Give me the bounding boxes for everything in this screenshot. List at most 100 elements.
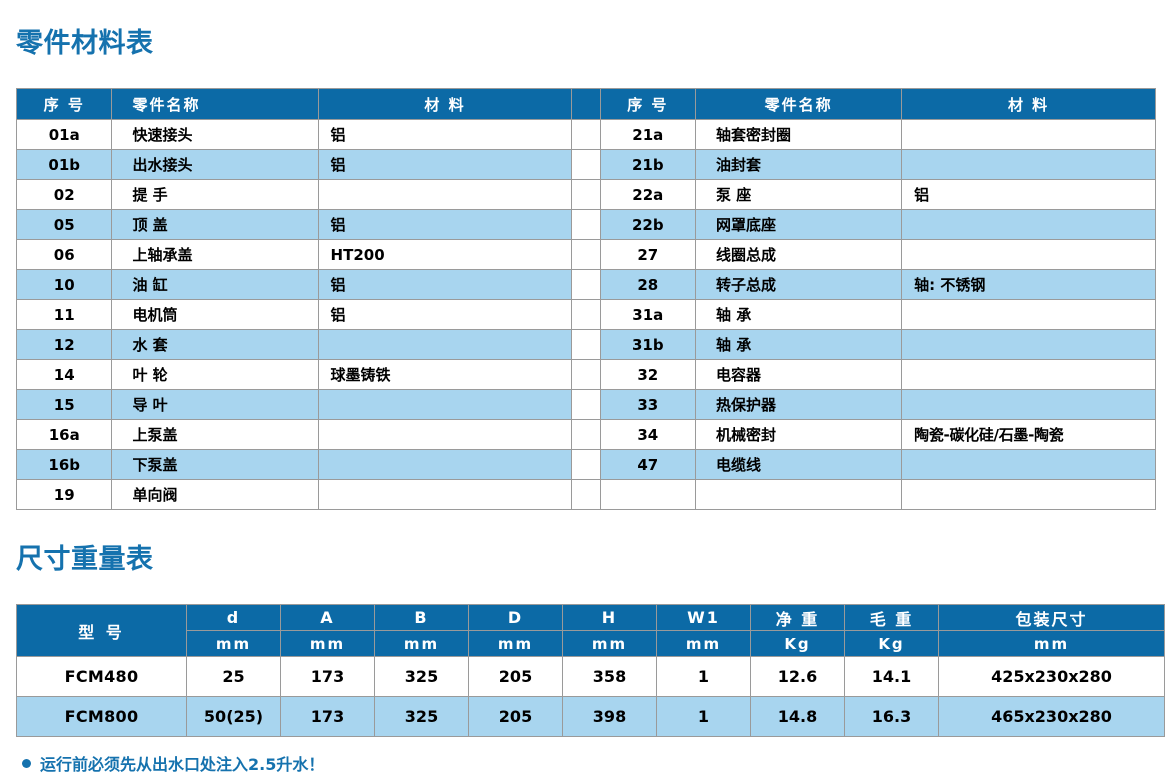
header-left-material: 材 料 bbox=[317, 88, 573, 121]
cell-left-material bbox=[317, 389, 573, 421]
cell-left-name: 下泵盖 bbox=[111, 449, 319, 481]
cell-right-seq: 22a bbox=[599, 179, 697, 211]
table-row: 16b 下泵盖 47 电缆线 bbox=[15, 449, 1156, 481]
footnote-text: 运行前必须先从出水口处注入2.5升水！ bbox=[40, 755, 325, 775]
cell-right-seq: 28 bbox=[599, 269, 697, 301]
parts-table-title: 零件材料表 bbox=[16, 28, 154, 60]
cell-left-name: 提 手 bbox=[111, 179, 319, 211]
cell-b: 325 bbox=[374, 696, 469, 738]
cell-right-material: 陶瓷-碳化硅/石墨-陶瓷 bbox=[901, 419, 1156, 451]
cell-spacer bbox=[571, 419, 601, 451]
cell-gross-weight: 16.3 bbox=[844, 696, 939, 738]
cell-left-seq: 05 bbox=[15, 209, 113, 241]
cell-w1: 1 bbox=[656, 696, 751, 738]
cell-left-material: 铝 bbox=[317, 149, 573, 181]
footnote: 运行前必须先从出水口处注入2.5升水！ bbox=[16, 751, 1156, 775]
cell-left-seq: 16a bbox=[15, 419, 113, 451]
table-row: FCM480 25 173 325 205 358 1 12.6 14.1 425x230x280 bbox=[16, 656, 1165, 698]
table-row: 10 油 缸铝 28 转子总成 轴: 不锈钢 bbox=[15, 269, 1156, 301]
cell-right-name: 轴 承 bbox=[695, 329, 903, 361]
dimensions-header-row-top: 型 号 d A B D H W1 净 重 毛 重 包装尺寸 bbox=[16, 604, 1165, 658]
cell-d: 25 bbox=[186, 656, 281, 698]
cell-right-material bbox=[901, 449, 1156, 481]
cell-right-seq: 31a bbox=[599, 299, 697, 331]
cell-spacer bbox=[571, 269, 601, 301]
header-right-seq: 序 号 bbox=[599, 88, 697, 121]
cell-spacer bbox=[571, 299, 601, 331]
cell-d: 50(25) bbox=[186, 696, 281, 738]
unit-d: mm bbox=[186, 630, 281, 658]
cell-left-name: 上轴承盖 bbox=[111, 239, 319, 271]
cell-right-seq: 33 bbox=[599, 389, 697, 421]
cell-spacer bbox=[571, 389, 601, 421]
parts-material-table: 序 号 零件名称 材 料 序 号 零件名称 材 料 01a 快速接头铝 21a 轴套密… bbox=[15, 88, 1156, 511]
cell-h: 398 bbox=[562, 696, 657, 738]
table-row: 15 导 叶 33 热保护器 bbox=[15, 389, 1156, 421]
cell-right-name: 转子总成 bbox=[695, 269, 903, 301]
cell-spacer bbox=[571, 149, 601, 181]
table-row: FCM800 50(25) 173 325 205 398 1 14.8 16.3 465x230… bbox=[16, 696, 1165, 738]
cell-right-seq: 22b bbox=[599, 209, 697, 241]
cell-left-material: 球墨铸铁 bbox=[317, 359, 573, 391]
header-net-weight: 净 重 bbox=[750, 604, 845, 632]
cell-right-material bbox=[901, 299, 1156, 331]
table-row: 06 上轴承盖 HT200 27 线圈总成 bbox=[15, 239, 1156, 271]
cell-right-name: 机械密封 bbox=[695, 419, 903, 451]
header-d: d bbox=[186, 604, 281, 632]
cell-h: 358 bbox=[562, 656, 657, 698]
cell-right-material bbox=[901, 209, 1156, 241]
cell-left-material: HT200 bbox=[317, 239, 573, 271]
cell-left-material bbox=[317, 329, 573, 361]
parts-header-row: 序 号 零件名称 材 料 序 号 零件名称 材 料 bbox=[15, 88, 1156, 121]
cell-left-name: 油 缸 bbox=[111, 269, 319, 301]
cell-spacer bbox=[571, 239, 601, 271]
cell-d2: 205 bbox=[468, 656, 563, 698]
header-spacer bbox=[571, 88, 601, 121]
cell-right-seq: 31b bbox=[599, 329, 697, 361]
cell-right-name: 轴 承 bbox=[695, 299, 903, 331]
header-w1: W1 bbox=[656, 604, 751, 632]
cell-spacer bbox=[571, 119, 601, 151]
cell-left-name: 水 套 bbox=[111, 329, 319, 361]
header-h: H bbox=[562, 604, 657, 632]
cell-left-seq: 02 bbox=[15, 179, 113, 211]
cell-spacer bbox=[571, 449, 601, 481]
cell-left-material: 铝 bbox=[317, 119, 573, 151]
cell-left-seq: 14 bbox=[15, 359, 113, 391]
cell-left-name: 电机筒 bbox=[111, 299, 319, 331]
dimensions-table-body: FCM480 25 173 325 205 358 1 12.6 14.1 425x230x280… bbox=[16, 656, 1165, 738]
cell-left-material bbox=[317, 479, 573, 511]
cell-left-name: 顶 盖 bbox=[111, 209, 319, 241]
unit-gross-weight: Kg bbox=[844, 630, 939, 658]
table-row: 01a 快速接头铝 21a 轴套密封圈 bbox=[15, 119, 1156, 151]
cell-right-material bbox=[901, 329, 1156, 361]
cell-left-material: 铝 bbox=[317, 269, 573, 301]
header-package-size: 包装尺寸 bbox=[938, 604, 1165, 632]
cell-left-material: 铝 bbox=[317, 299, 573, 331]
cell-net-weight: 14.8 bbox=[750, 696, 845, 738]
table-row: 02 提 手 22a 泵 座铝 bbox=[15, 179, 1156, 211]
cell-right-material bbox=[901, 119, 1156, 151]
cell-gross-weight: 14.1 bbox=[844, 656, 939, 698]
cell-b: 325 bbox=[374, 656, 469, 698]
table-row: 14 叶 轮球墨铸铁 32 电容器 bbox=[15, 359, 1156, 391]
cell-right-name bbox=[695, 479, 903, 511]
dimensions-weight-table: 型 号 d A B D H W1 净 重 毛 重 包装尺寸 mm mm mm m… bbox=[16, 604, 1165, 738]
cell-right-seq: 27 bbox=[599, 239, 697, 271]
cell-right-name: 电容器 bbox=[695, 359, 903, 391]
cell-left-material bbox=[317, 419, 573, 451]
table-row: 01b 出水接头铝 21b 油封套 bbox=[15, 149, 1156, 181]
cell-right-material bbox=[901, 389, 1156, 421]
cell-d2: 205 bbox=[468, 696, 563, 738]
header-b: B bbox=[374, 604, 469, 632]
parts-table-body: 01a 快速接头铝 21a 轴套密封圈 01b 出水接头铝 21b 油封套 02 提 手 22a 泵 … bbox=[15, 119, 1156, 511]
cell-left-name: 出水接头 bbox=[111, 149, 319, 181]
cell-left-material: 铝 bbox=[317, 209, 573, 241]
cell-right-name: 泵 座 bbox=[695, 179, 903, 211]
cell-spacer bbox=[571, 179, 601, 211]
datasheet-page: 零件材料表 序 号 零件名称 材 料 序 号 零件名称 材 料 01a 快速接头铝… bbox=[0, 18, 1172, 774]
cell-left-seq: 11 bbox=[15, 299, 113, 331]
cell-left-seq: 15 bbox=[15, 389, 113, 421]
table-row: 16a 上泵盖 34 机械密封 陶瓷-碳化硅/石墨-陶瓷 bbox=[15, 419, 1156, 451]
unit-b: mm bbox=[374, 630, 469, 658]
